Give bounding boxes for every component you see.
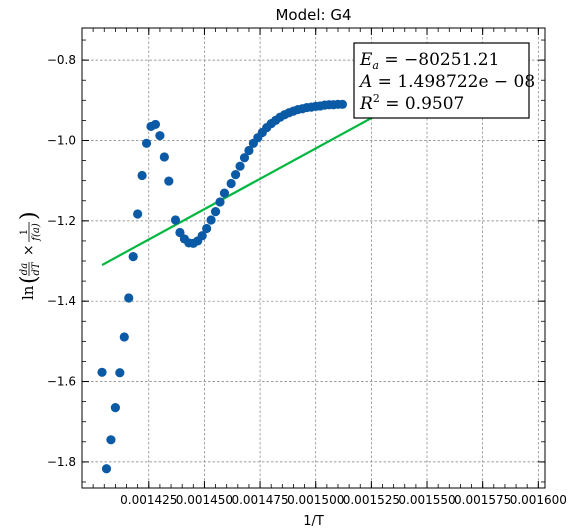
y-tick-label: −1.6 (47, 375, 76, 389)
data-point (128, 251, 138, 262)
data-point (337, 99, 348, 109)
x-tick-label: 0.001575 (454, 493, 511, 507)
data-point (235, 161, 245, 171)
annotation-ea: Ea = −80251.21 (359, 50, 499, 72)
data-point (230, 170, 241, 180)
x-axis-label: 1/T (303, 514, 324, 529)
data-point (239, 153, 250, 163)
data-point (226, 178, 236, 189)
data-point (219, 188, 230, 198)
plot-frame (81, 27, 546, 489)
data-point (115, 368, 125, 378)
annotation-frame (353, 42, 530, 119)
y-label-times: × (21, 244, 37, 256)
fit-annotation-box: Ea = −80251.21 A = 1.498722e − 08 R2 = 0… (353, 42, 535, 119)
y-tick-label: −1.8 (47, 455, 76, 469)
data-point (141, 138, 152, 148)
data-point (164, 176, 174, 186)
y-tick-label: −1.4 (47, 294, 76, 308)
y-label-one: 1 (19, 229, 30, 235)
data-point (110, 403, 120, 413)
y-label-fa: f(a) (31, 223, 42, 242)
x-tick-label: 0.001500 (287, 493, 344, 507)
fit-line-layer (101, 108, 388, 266)
x-tick-label: 0.001525 (343, 493, 400, 507)
x-tick-labels: 0.0014250.0014500.0014750.0015000.001525… (120, 493, 567, 507)
x-tick-label: 0.001600 (510, 493, 567, 507)
data-point (119, 332, 129, 342)
chart-title: Model: G4 (275, 6, 351, 24)
data-point (137, 170, 147, 181)
x-tick-label: 0.001550 (398, 493, 455, 507)
y-tick-labels: −1.8 −1.6 −1.4 −1.2 −1.0 −0.8 (47, 53, 76, 469)
data-points (97, 99, 348, 474)
y-label-close-paren: ) (17, 211, 42, 220)
data-point (124, 293, 134, 303)
data-point (202, 223, 212, 234)
data-point (244, 145, 254, 156)
data-point (197, 231, 207, 241)
data-point (210, 206, 221, 217)
data-point (106, 435, 116, 445)
y-tick-label: −1.2 (47, 214, 76, 228)
fit-line (101, 108, 388, 266)
data-point (133, 209, 143, 219)
y-label-da: da (19, 263, 30, 275)
x-tick-label: 0.001450 (176, 493, 233, 507)
y-tick-label: −1.0 (47, 133, 76, 147)
annotation-a: A = 1.498722e − 08 (358, 72, 535, 92)
data-point (150, 119, 161, 130)
data-point (170, 215, 181, 225)
data-point (175, 227, 185, 238)
y-label-dT: dT (31, 261, 42, 275)
x-tick-label: 0.001475 (231, 493, 288, 507)
annotation-r2: R2 = 0.9507 (359, 92, 464, 114)
data-point (215, 197, 225, 207)
x-tick-label: 0.001425 (120, 493, 177, 507)
y-label-ln: ln (19, 285, 37, 300)
y-label-open-paren: ( (17, 275, 42, 284)
y-tick-label: −0.8 (47, 53, 76, 67)
data-point (159, 152, 169, 162)
data-point (206, 215, 216, 225)
data-point (155, 131, 165, 141)
y-axis-label: ln ( da dT × 1 f(a) ) (17, 211, 42, 300)
axis-ticks (82, 28, 545, 488)
data-point (97, 367, 107, 377)
data-point (101, 464, 112, 474)
